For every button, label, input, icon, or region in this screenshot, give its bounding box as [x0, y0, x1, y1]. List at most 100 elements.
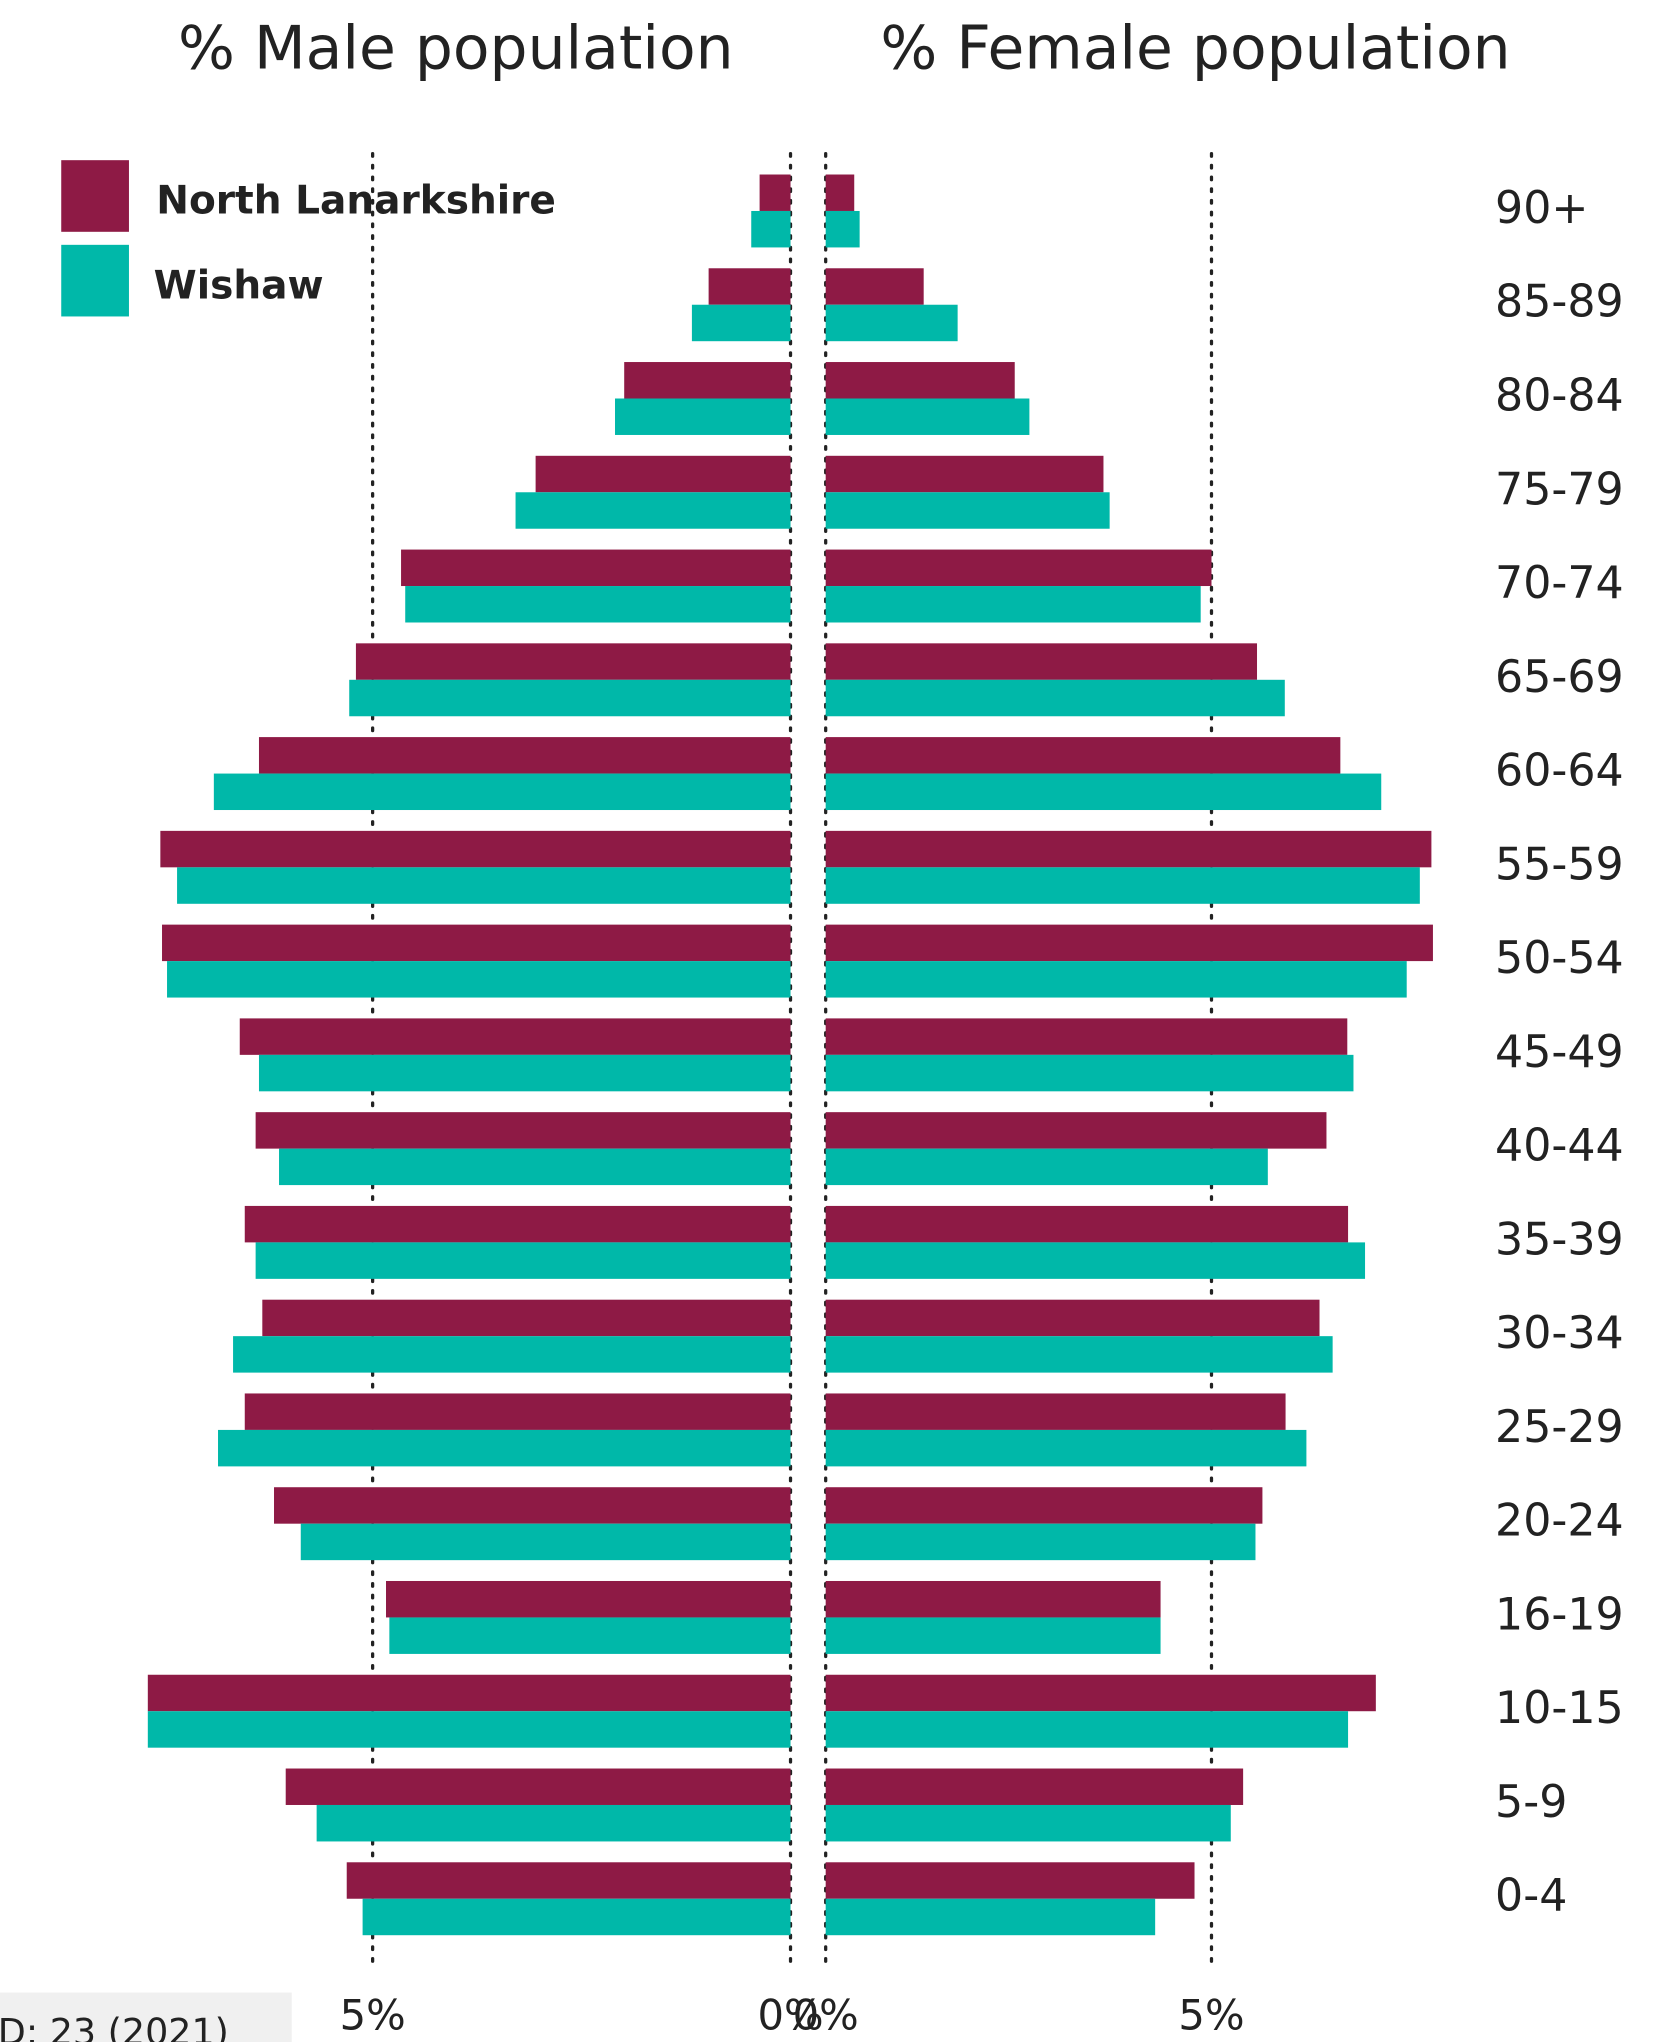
bar	[300, 1523, 791, 1561]
x-tick-label: 5%	[340, 1991, 406, 2040]
category-label: 10-15	[1495, 1683, 1624, 1734]
bar	[244, 1393, 791, 1430]
bar	[825, 679, 1285, 717]
bar	[825, 1580, 1161, 1618]
bar	[262, 1299, 791, 1337]
bar	[825, 1617, 1161, 1654]
legend-label: North Lanarkshire	[156, 179, 556, 224]
bar	[825, 1018, 1348, 1055]
bar	[160, 830, 791, 868]
category-label: 40-44	[1495, 1121, 1624, 1172]
bar	[239, 1018, 791, 1055]
bar	[515, 492, 791, 529]
category-label: 16-19	[1495, 1589, 1624, 1640]
category-label: 50-54	[1495, 933, 1624, 984]
bar	[258, 1054, 791, 1092]
bar	[691, 304, 791, 342]
bar	[825, 1711, 1349, 1748]
category-label: 0-4	[1495, 1871, 1567, 1922]
bar	[759, 174, 791, 211]
bar	[147, 1711, 791, 1748]
x-tick-label: 0%	[793, 1991, 859, 2040]
bar	[825, 1674, 1376, 1712]
bar	[167, 961, 791, 998]
footer-box	[0, 1992, 292, 2042]
bar	[825, 1804, 1231, 1842]
bar	[233, 1336, 791, 1373]
legend-swatch	[61, 244, 129, 317]
bar	[825, 643, 1258, 680]
bar	[825, 1523, 1256, 1561]
bar	[362, 1898, 791, 1936]
category-label: 75-79	[1495, 464, 1624, 515]
bar	[279, 1148, 791, 1186]
bar	[389, 1617, 791, 1654]
bar	[258, 737, 791, 774]
bar	[274, 1487, 791, 1524]
bar	[255, 1112, 791, 1149]
bar-layer	[147, 174, 1433, 1936]
category-label: 90+	[1495, 183, 1588, 234]
bar	[825, 1242, 1366, 1279]
category-label: 25-29	[1495, 1402, 1624, 1453]
bar	[213, 773, 791, 811]
category-label: 70-74	[1495, 558, 1624, 609]
category-label: 20-24	[1495, 1496, 1624, 1547]
bar	[825, 174, 855, 211]
bar	[386, 1580, 791, 1618]
bar	[825, 1112, 1327, 1149]
bar	[825, 1487, 1263, 1524]
bar	[405, 586, 791, 623]
bar	[346, 1862, 791, 1899]
grid-layer	[371, 152, 1214, 1971]
female-title: % Female population	[880, 14, 1510, 84]
bar	[825, 1054, 1354, 1092]
bar	[355, 643, 791, 680]
bar	[825, 455, 1104, 493]
bar	[825, 1768, 1244, 1805]
bar	[825, 492, 1110, 529]
category-label: 30-34	[1495, 1308, 1624, 1359]
bar	[825, 1898, 1156, 1936]
bar	[244, 1205, 791, 1243]
bar	[825, 1429, 1307, 1467]
bar	[825, 549, 1212, 587]
bar	[615, 398, 791, 435]
bar	[825, 1148, 1268, 1186]
bar	[825, 362, 1015, 399]
bar	[825, 867, 1420, 904]
legend-label: Wishaw	[154, 263, 324, 308]
bar	[147, 1674, 791, 1712]
category-label: 65-69	[1495, 652, 1624, 703]
footer-text: ID: 23 (2021)	[0, 2011, 229, 2042]
category-label: 5-9	[1495, 1777, 1567, 1828]
bar	[177, 867, 791, 904]
category-label: 60-64	[1495, 746, 1624, 797]
bar	[401, 549, 791, 587]
bar	[535, 455, 791, 493]
bar	[162, 924, 791, 962]
x-tick-label: 0%	[757, 1991, 823, 2040]
bar	[349, 679, 791, 717]
bar	[825, 924, 1433, 962]
bar	[218, 1429, 791, 1467]
bar	[825, 586, 1201, 623]
bar	[708, 268, 791, 305]
bar	[825, 737, 1341, 774]
bar	[825, 830, 1432, 868]
bar	[825, 268, 924, 305]
bar	[285, 1768, 791, 1805]
category-label: 45-49	[1495, 1027, 1624, 1078]
bar	[825, 1862, 1195, 1899]
category-label: 80-84	[1495, 371, 1624, 422]
bar	[825, 398, 1030, 435]
legend-swatch	[61, 160, 129, 232]
bar	[825, 1393, 1286, 1430]
category-label: 85-89	[1495, 277, 1624, 328]
bar	[255, 1242, 791, 1279]
category-label: 55-59	[1495, 839, 1624, 890]
bar	[825, 961, 1407, 998]
category-label: 35-39	[1495, 1214, 1624, 1265]
bar	[624, 362, 791, 399]
